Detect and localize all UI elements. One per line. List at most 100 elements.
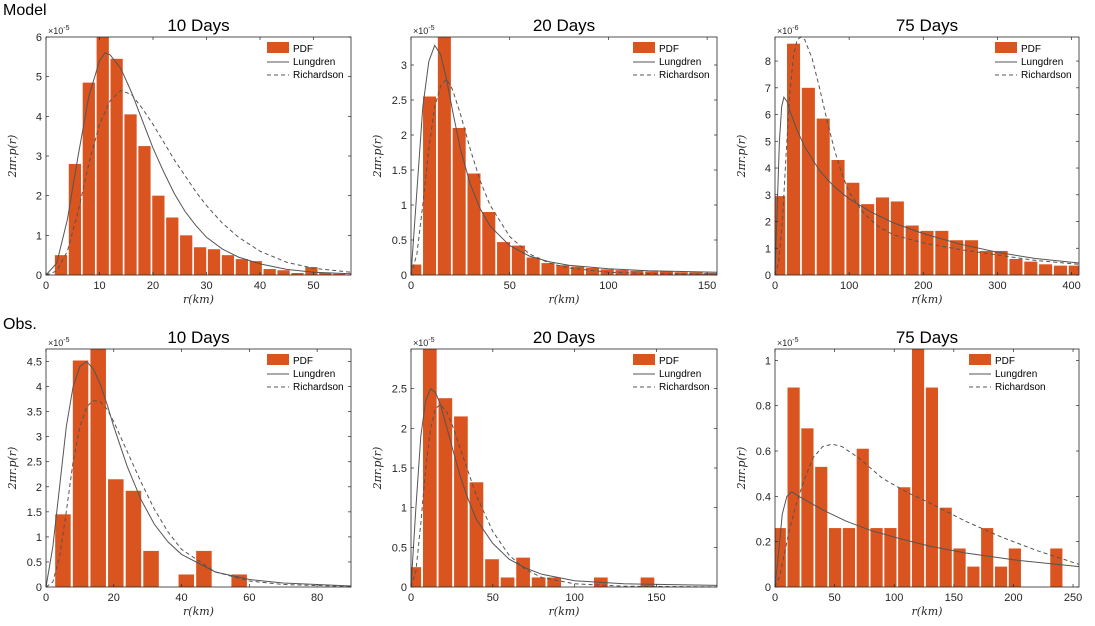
y-tick-label: 5 [36,72,42,84]
x-tick-label: 20 [147,280,159,292]
bar [787,43,801,275]
bar [469,482,484,587]
x-tick-label: 0 [772,280,778,292]
bar [422,349,437,587]
x-axis-label: r(km) [183,293,214,306]
legend-label-richardson: Richardson [659,70,710,81]
y-tick-label: 3 [765,190,771,202]
bar [423,96,437,275]
y-tick-label: 0 [401,270,407,282]
legend: PDF Lungdren Richardson [969,354,1046,393]
richardson-curve [45,89,352,276]
x-tick-label: 250 [1064,592,1082,604]
y-tick-label: 0 [36,270,42,282]
chart-title: 75 Days [896,328,958,347]
y-tick-label: 0 [36,582,42,594]
bar [1008,548,1021,587]
axes-box [410,36,718,276]
bar [411,567,422,587]
bar [640,577,655,587]
y-axis-label: 2πr.p(r) [6,135,19,179]
y-tick-label: 1 [401,200,407,212]
x-axis-label: r(km) [912,293,943,306]
legend: PDF Lungdren Richardson [267,42,344,81]
y-tick-label: 3 [401,60,407,72]
bar [920,230,934,275]
legend-label-lungdren: Lungdren [1021,57,1063,68]
y-tick-label: 3.5 [27,407,42,419]
bar [815,466,828,587]
bar [235,259,248,275]
bar [291,273,304,275]
bar [221,255,235,275]
y-multiplier: ×10-5 [777,337,799,348]
legend-label-pdf: PDF [1021,44,1041,55]
x-axis-label: r(km) [549,293,580,306]
lungdren-curve [45,52,352,276]
x-tick-label: 0 [43,280,49,292]
bar [196,550,212,587]
bar [1050,548,1063,587]
legend-label-lungdren: Lungdren [995,369,1037,380]
y-tick-label: 0.5 [392,542,407,554]
x-tick-label: 0 [408,280,414,292]
legend-label-lungdren: Lungdren [293,369,335,380]
legend-swatch-pdf [633,354,655,365]
bar [964,240,979,275]
y-tick-label: 0.8 [756,401,771,413]
legend: PDF Lungdren Richardson [995,42,1072,81]
legend-label-lungdren: Lungdren [659,57,701,68]
y-tick-label: 0.6 [756,446,771,458]
x-tick-label: 100 [599,280,617,292]
bar [816,118,830,275]
bar [890,201,904,275]
y-tick-label: 2.5 [27,457,42,469]
y-tick-label: 1.5 [27,507,42,519]
bar [438,398,453,587]
bar [90,349,106,587]
lungdren-curve [774,491,1080,588]
x-tick-label: 400 [1062,280,1080,292]
legend: PDF Lungdren Richardson [633,354,710,393]
bar [178,574,195,587]
bar [953,548,966,587]
y-tick-label: 4 [765,163,771,175]
bar [571,266,585,275]
y-axis-label: 2πr.p(r) [371,135,384,179]
y-multiplier: ×10-5 [413,337,435,348]
y-tick-label: 6 [765,110,771,122]
bar [526,257,540,275]
bar [516,557,530,587]
richardson-curve [410,78,718,276]
bar [875,197,890,275]
bar [497,242,511,275]
y-axis-label: 2πr.p(r) [735,447,748,491]
y-axis-label: 2πr.p(r) [735,135,748,179]
y-multiplier: ×10-5 [413,25,435,36]
y-tick-label: 2.5 [392,384,407,396]
y-tick-label: 4 [36,111,42,123]
bar [870,528,883,587]
x-tick-label: 50 [828,592,840,604]
bar [531,577,546,587]
lungdren-curve [410,387,718,588]
bar [846,182,860,275]
x-tick-label: 0 [772,592,778,604]
y-multiplier: ×10-6 [777,25,799,36]
chart-panel-6: 0 50 100 150 200 250 0 0.2 0.4 0.6 0.8 1 ×10-5 75 Day… [735,328,1082,618]
y-axis-label: 2πr.p(r) [371,447,384,491]
bar [166,217,179,275]
bar [411,264,422,275]
x-tick-label: 100 [565,592,583,604]
x-tick-label: 150 [945,592,963,604]
bar [556,265,570,275]
bar [547,577,562,587]
y-tick-label: 0 [765,582,771,594]
y-tick-label: 4.5 [27,357,42,369]
x-axis-label: r(km) [912,605,943,618]
x-tick-label: 200 [1004,592,1022,604]
bar [831,160,845,275]
lungdren-curve [410,44,718,276]
bar [68,163,82,275]
